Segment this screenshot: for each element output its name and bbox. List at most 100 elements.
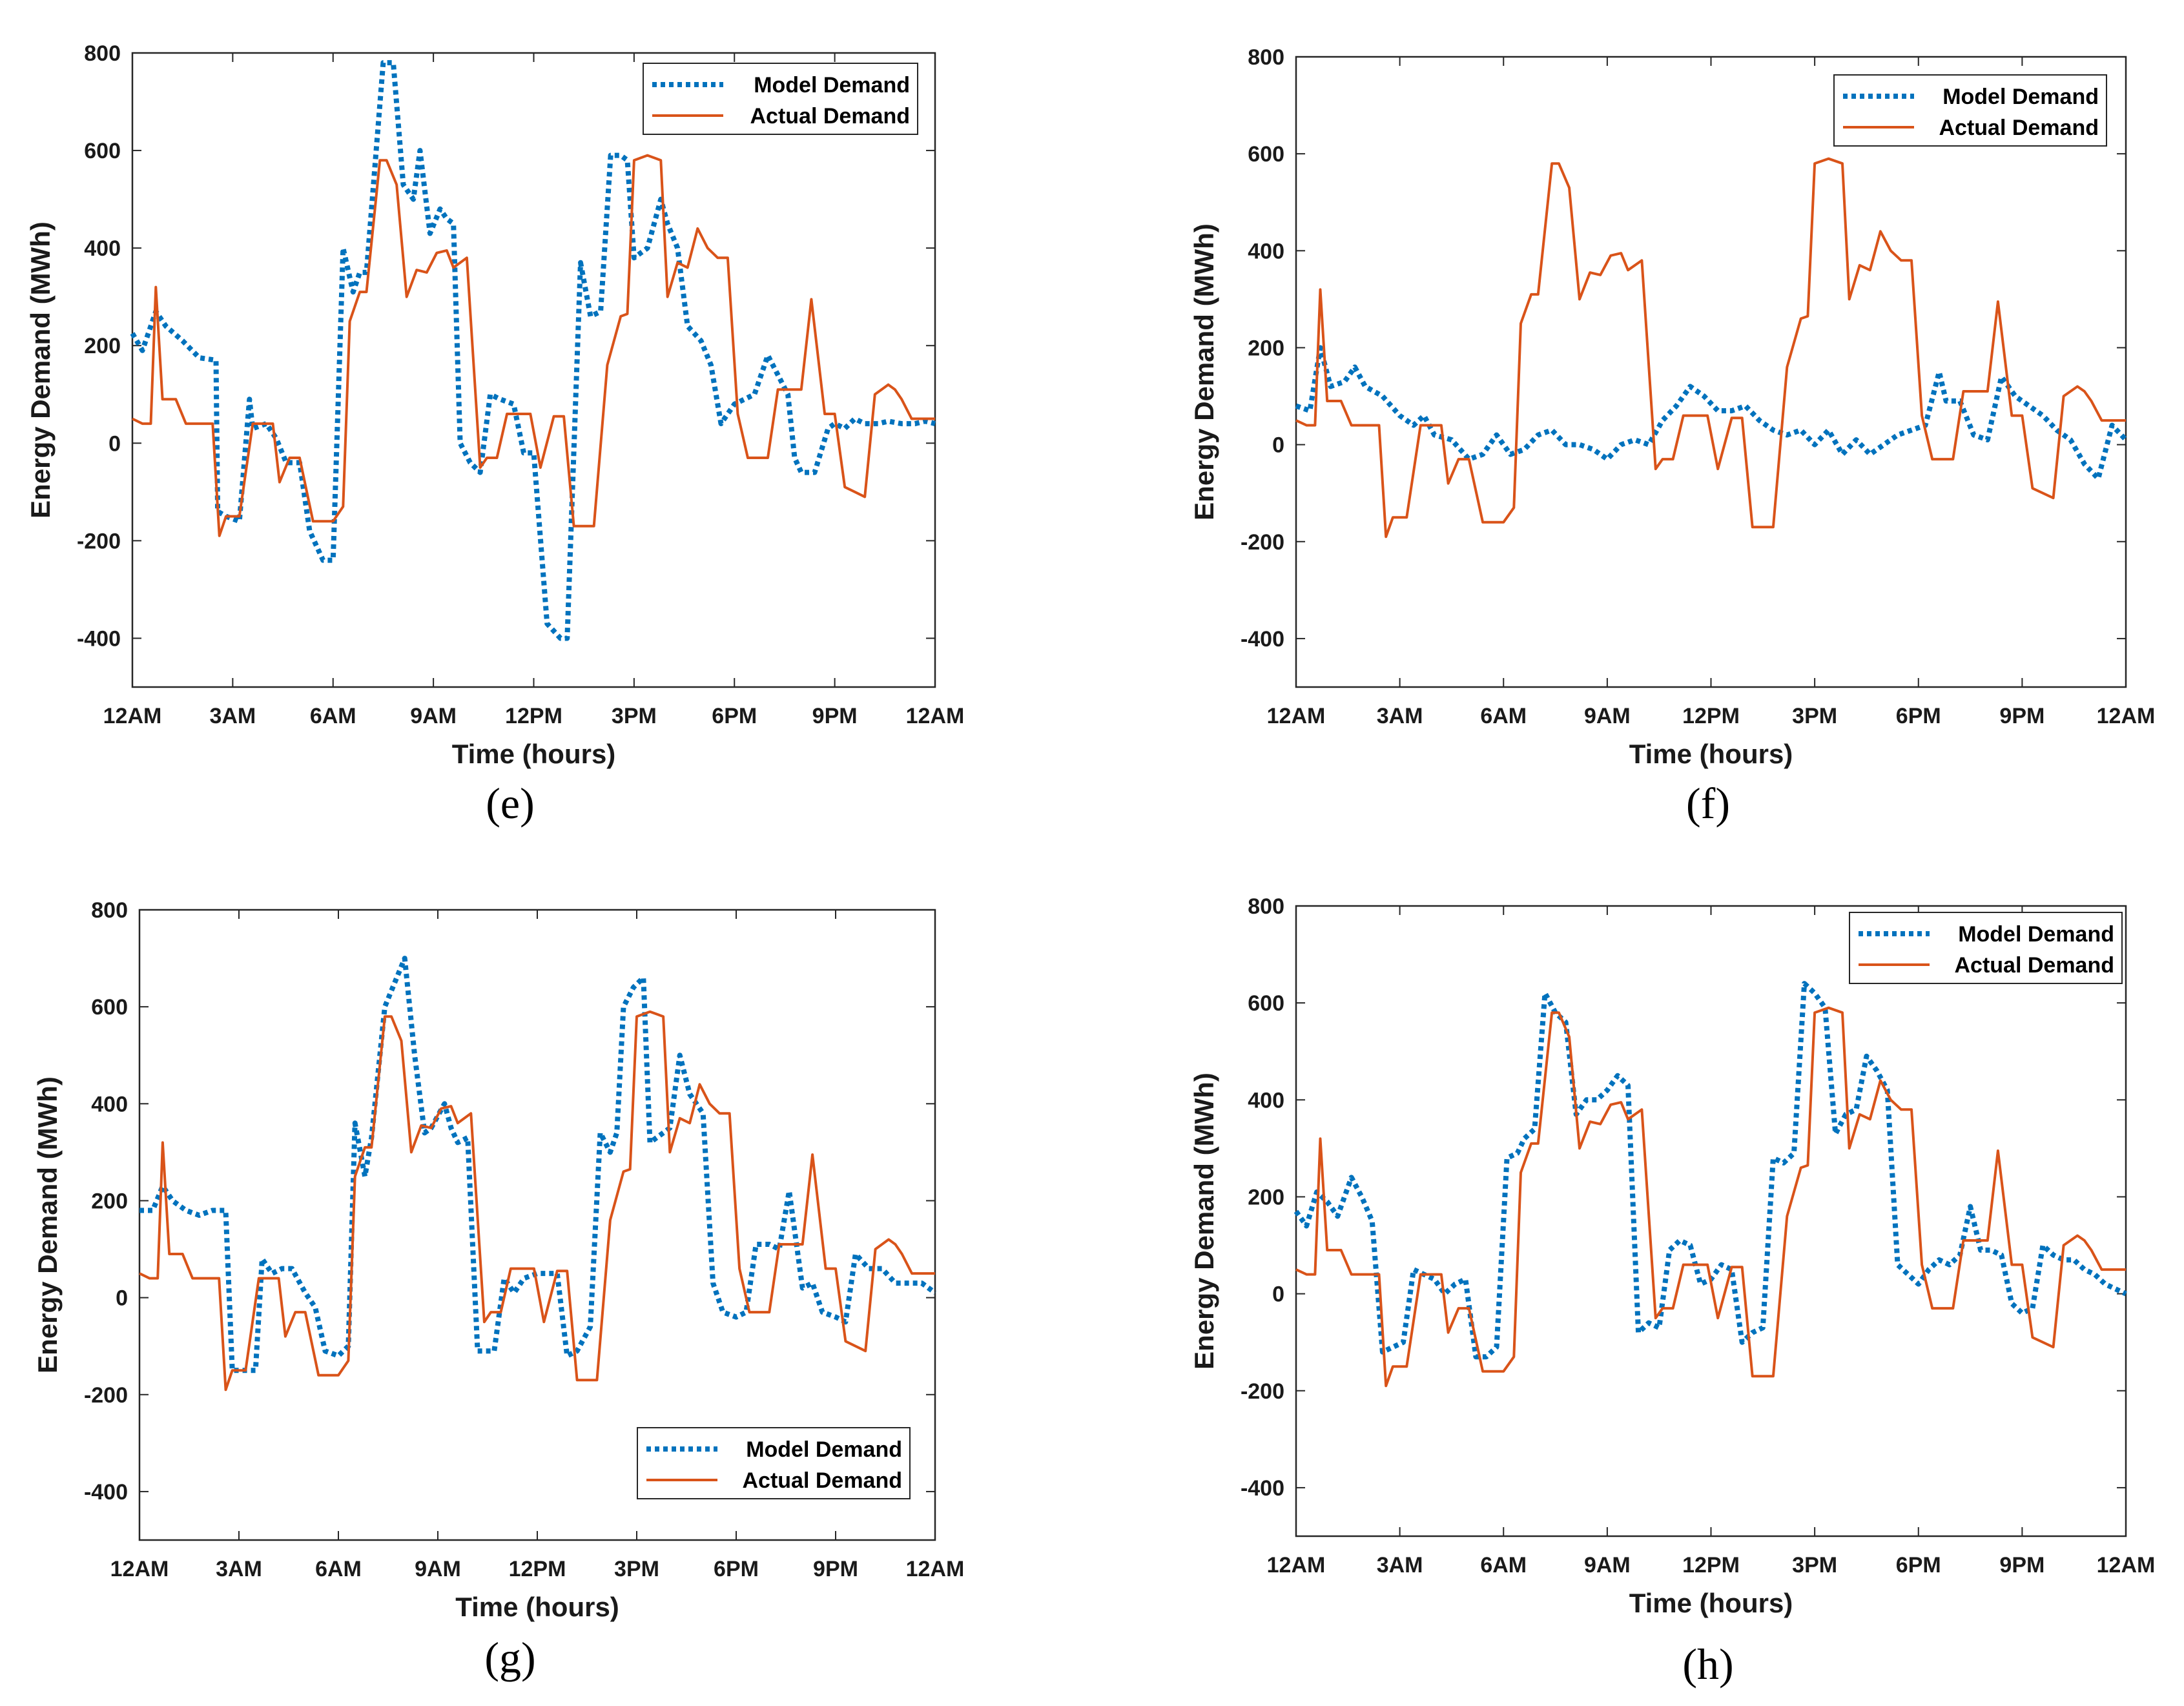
legend-label-model: Model Demand <box>1958 922 2114 947</box>
panel-label-h: (h) <box>1682 1639 1734 1689</box>
x-tick-label: 12PM <box>509 1557 566 1581</box>
y-tick-label: 400 <box>1248 239 1284 263</box>
actual-demand-line <box>132 154 935 537</box>
y-tick-label: 800 <box>1248 45 1284 70</box>
x-axis-label: Time (hours) <box>455 1592 619 1622</box>
y-tick-label: -200 <box>77 529 121 553</box>
legend-box <box>1849 912 2123 984</box>
y-tick-label: 200 <box>1248 336 1284 360</box>
x-tick-label: 12AM <box>1267 1553 1326 1578</box>
x-axis-label: Time (hours) <box>1629 1588 1793 1618</box>
y-tick-label: -200 <box>84 1383 128 1408</box>
x-tick-label: 6AM <box>315 1557 362 1581</box>
legend-label-model: Model Demand <box>754 73 910 98</box>
x-tick-label: 3AM <box>1377 704 1423 728</box>
model-demand-line <box>1295 345 2128 482</box>
legend-label-model: Model Demand <box>1942 85 2099 109</box>
legend-label-actual: Actual Demand <box>743 1468 903 1493</box>
actual-demand-line <box>1295 1006 2126 1388</box>
y-tick-label: 0 <box>1272 433 1284 458</box>
x-tick-label: 12AM <box>103 704 162 728</box>
y-tick-label: 600 <box>91 995 128 1020</box>
y-tick-label: -200 <box>1241 1379 1284 1404</box>
actual-demand-line <box>139 1010 935 1392</box>
panel-label-f: (f) <box>1686 779 1730 828</box>
legend: Model Demand Actual Demand <box>643 63 918 135</box>
y-tick-label: -400 <box>1241 1476 1284 1501</box>
x-tick-label: 12AM <box>906 1557 965 1581</box>
plot-frame <box>1295 905 2127 1537</box>
x-tick-label: 3AM <box>1377 1553 1423 1578</box>
y-tick-label: -400 <box>1241 627 1284 652</box>
x-tick-label: 6AM <box>1480 704 1527 728</box>
actual-demand-line <box>1295 157 2126 539</box>
y-axis-label: Energy Demand (MWh) <box>25 221 56 519</box>
legend-label-actual: Actual Demand <box>1939 116 2099 140</box>
y-tick-label: 0 <box>1272 1282 1284 1307</box>
y-tick-label: 400 <box>84 236 121 261</box>
x-tick-label: 6PM <box>714 1557 759 1581</box>
x-tick-label: 12AM <box>2097 1553 2156 1578</box>
legend-box <box>637 1427 911 1499</box>
y-tick-label: 400 <box>91 1092 128 1116</box>
legend-label-actual: Actual Demand <box>1955 953 2115 978</box>
x-tick-label: 6PM <box>712 704 757 728</box>
chart-panel-e: -400 -200 0 200 400 600 800 12AM 3AM 6AM 9AM 12PM 3P… <box>25 41 965 769</box>
y-tick-label: 200 <box>84 334 121 358</box>
panel-label-e: (e) <box>486 779 535 828</box>
y-tick-label: 600 <box>1248 142 1284 167</box>
y-tick-label: 800 <box>84 41 121 66</box>
chart-panel-h: -400 -200 0 200 400 600 800 12AM 3AM 6AM 9AM 12PM 3P… <box>1189 894 2156 1618</box>
y-tick-label: 800 <box>1248 894 1284 919</box>
panel-label-g: (g) <box>484 1633 536 1682</box>
x-tick-label: 12AM <box>1267 704 1326 728</box>
x-tick-label: 3AM <box>209 704 256 728</box>
x-tick-label: 12AM <box>906 704 965 728</box>
legend-label-model: Model Demand <box>746 1437 902 1462</box>
x-tick-label: 12AM <box>110 1557 169 1581</box>
x-axis-label: Time (hours) <box>452 739 616 769</box>
y-axis-label: Energy Demand (MWh) <box>1189 1073 1219 1370</box>
y-tick-label: 400 <box>1248 1088 1284 1113</box>
plot-frame <box>131 52 936 688</box>
legend-label-actual: Actual Demand <box>750 104 911 128</box>
x-tick-label: 12PM <box>505 704 562 728</box>
y-tick-label: -400 <box>77 626 121 651</box>
y-tick-label: 600 <box>84 139 121 163</box>
x-tick-label: 9AM <box>1584 704 1631 728</box>
x-tick-label: 6AM <box>310 704 356 728</box>
y-tick-label: 600 <box>1248 991 1284 1016</box>
x-tick-label: 3AM <box>216 1557 262 1581</box>
y-tick-label: 200 <box>91 1189 128 1213</box>
x-tick-label: 12AM <box>2097 704 2156 728</box>
x-tick-label: 12PM <box>1682 704 1740 728</box>
x-tick-label: 6AM <box>1480 1553 1527 1578</box>
x-tick-label: 3PM <box>614 1557 659 1581</box>
x-tick-label: 6PM <box>1896 704 1941 728</box>
y-axis-label: Energy Demand (MWh) <box>1189 223 1219 520</box>
legend-box <box>1833 74 2107 147</box>
x-tick-label: 3PM <box>612 704 657 728</box>
x-tick-label: 9AM <box>1584 1553 1631 1578</box>
x-tick-label: 9AM <box>410 704 457 728</box>
chart-panel-f: -400 -200 0 200 400 600 800 12AM 3AM 6AM 9AM 12PM 3P… <box>1189 45 2156 769</box>
y-tick-label: -400 <box>84 1480 128 1505</box>
x-tick-label: 9PM <box>1999 704 2045 728</box>
x-axis-label: Time (hours) <box>1629 739 1793 769</box>
x-tick-label: 3PM <box>1792 1553 1837 1578</box>
legend-box <box>643 63 918 135</box>
x-tick-label: 6PM <box>1896 1553 1941 1578</box>
legend: Model Demand Actual Demand <box>1849 912 2123 984</box>
legend: Model Demand Actual Demand <box>637 1427 911 1499</box>
y-tick-label: 800 <box>91 898 128 923</box>
x-tick-label: 12PM <box>1682 1553 1740 1578</box>
y-tick-label: 200 <box>1248 1185 1284 1209</box>
y-tick-label: -200 <box>1241 530 1284 555</box>
y-tick-label: 0 <box>108 431 121 456</box>
x-tick-label: 3PM <box>1792 704 1837 728</box>
legend: Model Demand Actual Demand <box>1833 74 2107 147</box>
x-tick-label: 9PM <box>812 704 858 728</box>
x-tick-label: 9PM <box>1999 1553 2045 1578</box>
y-axis-label: Energy Demand (MWh) <box>32 1076 63 1373</box>
